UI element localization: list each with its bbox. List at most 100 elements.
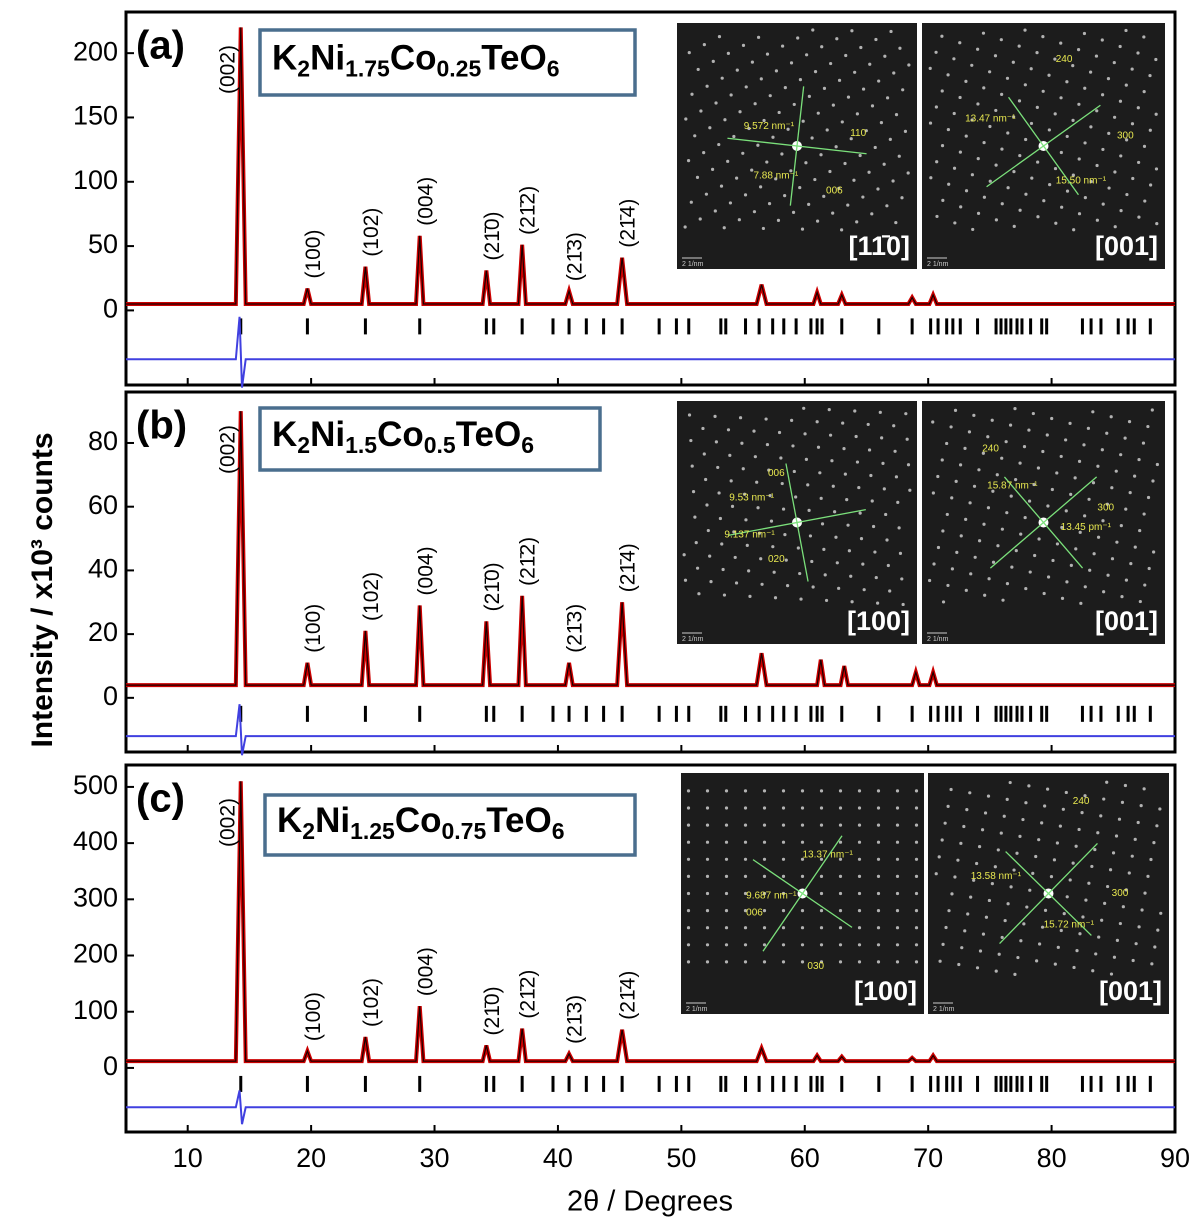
diffraction-spot	[819, 806, 824, 810]
diffraction-spot	[741, 467, 745, 471]
diffraction-spot	[1037, 537, 1041, 541]
diffraction-spot	[889, 29, 893, 34]
diffraction-spot	[705, 909, 710, 913]
diffraction-spot	[724, 789, 729, 793]
diffraction-spot	[734, 581, 739, 585]
formula: K2Ni1.25Co0.75TeO6	[277, 801, 565, 844]
diffraction-spot	[970, 173, 974, 177]
diffraction-spot	[702, 452, 706, 456]
diffraction-spot	[1012, 115, 1016, 119]
diffraction-spot	[1018, 834, 1022, 838]
diffraction-spot	[914, 806, 919, 810]
diffraction-spot	[1072, 228, 1076, 232]
diffraction-spot	[828, 433, 833, 437]
diffraction-spot	[1028, 888, 1032, 892]
diffraction-spot	[838, 806, 843, 810]
diffraction-spot	[876, 187, 880, 191]
y-tick-label: 200	[73, 36, 118, 66]
diffraction-spot	[819, 960, 824, 964]
diffraction-spot	[874, 37, 878, 42]
diffraction-spot	[1008, 780, 1012, 785]
diffraction-spot	[719, 184, 724, 188]
diffraction-spot	[876, 943, 881, 947]
diffraction-spot	[1110, 486, 1114, 490]
diffraction-spot	[1008, 423, 1013, 427]
diffraction-spot	[963, 929, 967, 933]
diffraction-spot	[1123, 783, 1128, 788]
diffraction-spot	[1107, 131, 1111, 135]
diffraction-spot	[1065, 895, 1069, 899]
diffraction-spot	[986, 435, 990, 439]
diffraction-spot	[743, 926, 748, 930]
diffraction-spot	[686, 874, 691, 879]
diffraction-spot	[857, 874, 862, 879]
diffraction-spot	[894, 220, 898, 225]
diffraction-spot	[1105, 780, 1109, 784]
diffraction-spot	[1146, 874, 1150, 878]
diffraction-spot	[963, 446, 967, 450]
diffraction-spot	[724, 909, 729, 913]
diffraction-spot	[1090, 864, 1094, 869]
y-tick-label: 50	[88, 229, 118, 259]
diffraction-spot	[892, 71, 896, 75]
diffraction-spot	[1013, 972, 1017, 977]
diffraction-spot	[783, 194, 787, 198]
diffraction-spot	[1076, 47, 1081, 52]
diffraction-spot	[914, 960, 919, 964]
diffraction-spot	[750, 60, 755, 64]
diffraction-spot	[945, 512, 949, 517]
diffraction-spot	[1119, 453, 1123, 457]
diffraction-spot	[1096, 464, 1100, 468]
y-tick-label: 400	[73, 826, 118, 856]
diffraction-spot	[717, 142, 721, 147]
diffraction-spot	[1050, 416, 1054, 421]
diffraction-spot	[838, 943, 843, 947]
diffraction-spot	[693, 515, 697, 519]
diffraction-spot	[800, 943, 805, 947]
diffraction-spot	[709, 580, 713, 584]
diffraction-spot	[732, 530, 736, 534]
diffraction-spot	[705, 840, 710, 844]
diffraction-spot	[990, 882, 994, 886]
diffraction-spot	[1017, 44, 1021, 48]
diffraction-spot	[780, 152, 784, 156]
diffraction-spot	[714, 440, 718, 444]
diffraction-spot	[958, 463, 963, 467]
formula-subscript: 2	[297, 56, 310, 82]
diffraction-spot	[1002, 814, 1006, 818]
diffraction-spot	[1075, 949, 1079, 953]
diffraction-spot	[1074, 547, 1078, 551]
diffraction-spot	[1073, 476, 1077, 480]
diffraction-spot	[905, 437, 909, 441]
spot-label: 13.47 nm⁻¹	[965, 113, 1016, 124]
diffraction-spot	[895, 960, 900, 964]
formula-subscript: 1.25	[350, 818, 395, 844]
diffraction-spot	[1064, 790, 1068, 795]
diffraction-spot	[791, 444, 795, 448]
spot-label: 9.137 nm⁻¹	[724, 529, 775, 540]
diffraction-spot	[950, 892, 954, 896]
hkl-label: (102)	[360, 208, 383, 257]
diffraction-spot	[885, 538, 889, 542]
diffraction-spot	[1062, 912, 1066, 916]
scale-label: 2 1/nm	[682, 636, 704, 643]
diffraction-spot	[1154, 57, 1158, 62]
diffraction-spot	[941, 529, 945, 533]
diffraction-spot	[952, 111, 956, 116]
diffraction-spot	[819, 909, 824, 913]
diffraction-spot	[1010, 565, 1014, 569]
diffraction-spot	[800, 926, 805, 930]
diffraction-spot	[1128, 491, 1132, 495]
diffraction-spot	[1139, 804, 1143, 808]
diffraction-spot	[1081, 915, 1085, 919]
diffraction-spot	[705, 503, 709, 507]
diffraction-spot	[816, 111, 820, 115]
diffraction-spot	[861, 195, 865, 199]
diffraction-spot	[1113, 170, 1117, 174]
diffraction-spot	[900, 577, 904, 581]
diffraction-spot	[1040, 925, 1045, 929]
diffraction-spot	[789, 61, 794, 65]
x-tick-label: 70	[913, 1143, 943, 1173]
diffraction-spot	[898, 46, 902, 50]
diffraction-spot	[779, 456, 783, 460]
